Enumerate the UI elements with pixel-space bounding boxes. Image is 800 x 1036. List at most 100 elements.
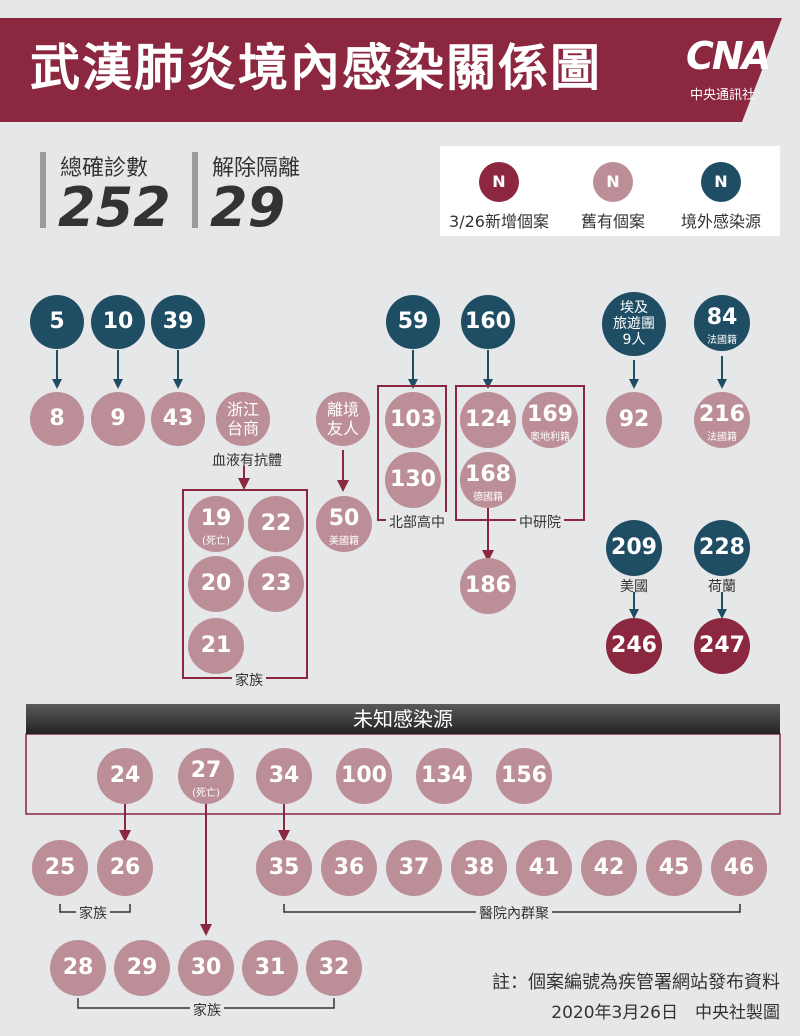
case-number: 8 <box>49 406 65 431</box>
case-nationality: 德國籍 <box>473 492 503 503</box>
case-24: 24 <box>97 748 153 804</box>
case-number: 34 <box>268 763 300 788</box>
stat-confirmed-value: 252 <box>58 176 171 239</box>
friend-lines: 離境 友人 <box>316 400 370 438</box>
case-number: 41 <box>528 855 560 880</box>
case-number: 247 <box>699 633 745 658</box>
zhejiang-businessman: 浙江 台商 <box>216 392 270 446</box>
case-status: (死亡) <box>192 788 220 799</box>
case-number: 100 <box>341 763 387 788</box>
egypt-line-2: 旅遊團 <box>613 316 655 332</box>
label-family-a: 家族 <box>232 670 266 690</box>
case-29: 29 <box>114 940 170 996</box>
legend-label-new: 3/26新增個案 <box>449 212 549 231</box>
case-34: 34 <box>256 748 312 804</box>
case-number: 10 <box>102 309 134 334</box>
case-27: 27 (死亡) <box>178 748 234 804</box>
case-number: 32 <box>318 955 350 980</box>
case-186: 186 <box>460 558 516 614</box>
case-nationality: 奧地利籍 <box>530 432 570 443</box>
case-number: 31 <box>254 955 286 980</box>
label-north-school: 北部高中 <box>386 512 448 532</box>
case-32: 32 <box>306 940 362 996</box>
case-169: 169 奧地利籍 <box>522 392 578 448</box>
case-number: 36 <box>333 855 365 880</box>
case-31: 31 <box>242 940 298 996</box>
case-number: 130 <box>390 467 436 492</box>
case-number: 19 <box>200 506 232 531</box>
case-number: 38 <box>463 855 495 880</box>
case-number: 27 <box>190 758 222 783</box>
case-5: 5 <box>30 295 84 349</box>
logo-mark: CNA <box>686 34 771 78</box>
case-28: 28 <box>50 940 106 996</box>
legend-item-external: N 境外感染源 <box>666 146 776 236</box>
case-124: 124 <box>460 392 516 448</box>
friend-line-1: 離境 <box>326 400 359 419</box>
case-168: 168 德國籍 <box>460 452 516 508</box>
case-19: 19 (死亡) <box>188 496 244 552</box>
case-status: (死亡) <box>202 536 230 547</box>
label-usa: 美國 <box>620 579 648 595</box>
case-number: 23 <box>260 571 292 596</box>
legend-dot-external: N <box>701 162 741 202</box>
friend-line-2: 友人 <box>326 419 359 438</box>
label-family-c: 家族 <box>190 1000 224 1020</box>
logo-subtitle: 中央通訊社 <box>690 88 756 103</box>
case-84: 84 法國籍 <box>694 295 750 351</box>
case-number: 124 <box>465 407 511 432</box>
case-22: 22 <box>248 496 304 552</box>
case-46: 46 <box>711 840 767 896</box>
case-number: 46 <box>723 855 755 880</box>
unknown-source-header: 未知感染源 <box>26 704 780 734</box>
case-36: 36 <box>321 840 377 896</box>
zhejiang-line-2: 台商 <box>226 419 259 438</box>
egypt-tour-group: 埃及 旅遊團 9人 <box>602 292 666 356</box>
case-number: 246 <box>611 633 657 658</box>
header: 武漢肺炎境內感染關係圖 CNA 中央通訊社 <box>0 0 800 126</box>
case-92: 92 <box>606 392 662 448</box>
case-130: 130 <box>385 452 441 508</box>
egypt-line-3: 9人 <box>622 332 646 348</box>
case-246: 246 <box>606 618 662 674</box>
legend-item-old: N 舊有個案 <box>558 146 668 236</box>
egypt-lines: 埃及 旅遊團 9人 <box>602 300 666 348</box>
case-100: 100 <box>336 748 392 804</box>
case-number: 29 <box>126 955 158 980</box>
source-note: 註：個案編號為疾管署網站發布資料 <box>492 972 780 993</box>
case-number: 25 <box>44 855 76 880</box>
case-number: 39 <box>162 309 194 334</box>
case-number: 160 <box>465 309 511 334</box>
case-156: 156 <box>496 748 552 804</box>
case-number: 21 <box>200 633 232 658</box>
case-number: 35 <box>268 855 300 880</box>
case-number: 20 <box>200 571 232 596</box>
case-nationality: 美國籍 <box>329 536 359 547</box>
case-number: 168 <box>465 462 511 487</box>
legend-label-external: 境外感染源 <box>680 212 761 231</box>
case-number: 59 <box>397 309 429 334</box>
stat-bar <box>192 152 198 228</box>
case-160: 160 <box>461 295 515 349</box>
title-band <box>0 18 782 122</box>
zhejiang-line-1: 浙江 <box>226 400 259 419</box>
case-number: 228 <box>699 535 745 560</box>
case-number: 30 <box>190 955 222 980</box>
legend: N 3/26新增個案 N 舊有個案 N 境外感染源 <box>440 146 780 236</box>
case-number: 43 <box>162 406 194 431</box>
case-23: 23 <box>248 556 304 612</box>
case-103: 103 <box>385 392 441 448</box>
unknown-box <box>25 733 781 815</box>
egypt-line-1: 埃及 <box>620 300 648 316</box>
case-43: 43 <box>151 392 205 446</box>
case-number: 24 <box>109 763 141 788</box>
case-59: 59 <box>386 295 440 349</box>
case-number: 26 <box>109 855 141 880</box>
case-45: 45 <box>646 840 702 896</box>
case-50: 50 美國籍 <box>316 496 372 552</box>
stat-confirmed-label: 總確診數 <box>60 156 149 181</box>
legend-label-old: 舊有個案 <box>580 212 645 231</box>
case-21: 21 <box>188 618 244 674</box>
stat-released-label: 解除隔離 <box>212 156 301 181</box>
case-nationality: 法國籍 <box>707 432 737 443</box>
